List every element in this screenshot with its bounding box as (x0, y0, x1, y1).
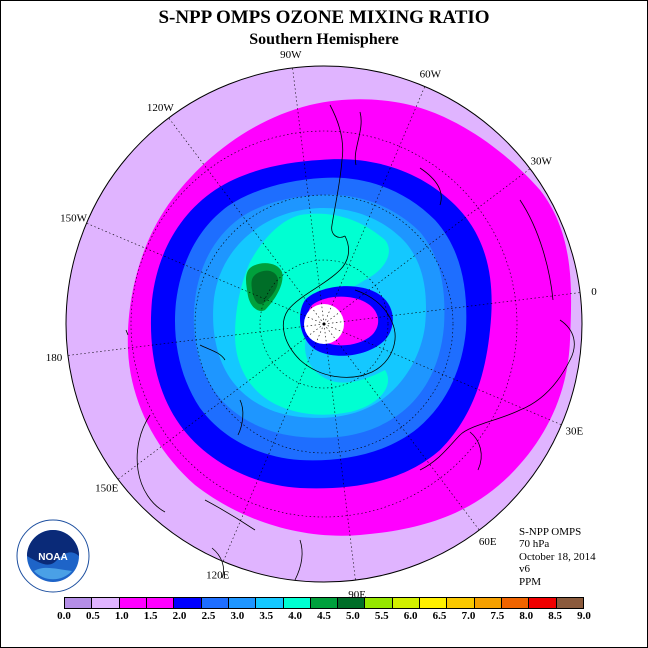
meridian-line (323, 323, 356, 581)
colorbar-tick: 8.0 (519, 610, 534, 622)
longitude-label: 180 (46, 352, 63, 364)
noaa-logo-text: NOAA (38, 552, 67, 563)
info-units: PPM (519, 575, 542, 588)
colorbar-swatch (502, 598, 530, 608)
colorbar-tick: 1.5 (143, 610, 158, 622)
info-date: October 18, 2014 (519, 550, 596, 563)
colorbar-swatch (174, 598, 202, 608)
colorbar-tick: 2.0 (172, 610, 187, 622)
graticule (67, 67, 581, 581)
colorbar-tick: 9.0 (577, 610, 591, 622)
map-subtitle: Southern Hemisphere (249, 31, 399, 48)
colorbar-tick: 6.0 (403, 610, 418, 622)
longitude-label: 30E (566, 425, 584, 437)
longitude-label: 60W (420, 69, 442, 81)
longitude-label: 30W (531, 155, 553, 167)
longitude-label: 150E (95, 483, 119, 495)
colorbar-swatch (92, 598, 120, 608)
info-instrument: S-NPP OMPS (519, 526, 582, 538)
meridian-line (117, 323, 325, 480)
colorbar-tick: 3.0 (230, 610, 245, 622)
product-info: S-NPP OMPS 70 hPa October 18, 2014 v6 PP… (519, 526, 596, 588)
colorbar-swatch (447, 598, 475, 608)
meridian-line (168, 117, 325, 325)
colorbar-swatch (146, 598, 175, 608)
info-version: v6 (519, 563, 530, 576)
colorbar-tick-labels: 0.0 0.5 1.0 1.5 2.0 2.5 3.0 3.5 4.0 4.5 5.0 5.5 6.0 6… (46, 610, 602, 624)
meridian-line (323, 168, 531, 325)
longitude-label: 150W (60, 213, 88, 225)
colorbar-tick: 8.5 (548, 610, 562, 622)
colorbar-tick: 4.0 (288, 610, 302, 622)
colorbar-swatch (474, 598, 502, 608)
longitude-label: 120W (147, 102, 175, 114)
colorbar-tick: 3.5 (259, 610, 274, 622)
colorbar-tick: 5.5 (374, 610, 389, 622)
colorbar-swatch (201, 598, 229, 608)
coastlines (125, 104, 575, 581)
colorbar-tick: 6.5 (432, 610, 447, 622)
info-pressure-level: 70 hPa (519, 538, 550, 551)
meridian-line (86, 222, 325, 325)
longitude-label: 120E (206, 569, 230, 581)
colorbar-swatch (365, 598, 393, 608)
colorbar-tick: 7.5 (490, 610, 505, 622)
colorbar-swatch (556, 598, 583, 608)
meridian-line (323, 323, 480, 531)
colorbar-swatch (119, 598, 147, 608)
meridian-line (323, 292, 581, 325)
colorbar-swatch (392, 598, 421, 608)
colorbar-swatch (256, 598, 284, 608)
band-4-5-to-5-0 (251, 270, 279, 305)
longitude-label: 90W (280, 49, 302, 61)
longitude-label: 0 (591, 286, 597, 298)
colorbar-tick: 5.0 (346, 610, 360, 622)
colorbar-swatch (65, 598, 93, 608)
meridian-line (323, 86, 426, 325)
colorbar-tick: 1.0 (114, 610, 129, 622)
colorbar-swatch (529, 598, 557, 608)
colorbar-swatch (228, 598, 257, 608)
longitude-label: 60E (479, 536, 497, 548)
colorbar (64, 597, 584, 609)
noaa-logo: NOAA (16, 519, 90, 593)
colorbar-swatch (338, 598, 366, 608)
meridian-line (292, 67, 325, 325)
colorbar-swatch (283, 598, 311, 608)
meridian-line (323, 323, 562, 426)
colorbar-swatch (420, 598, 448, 608)
map-boundary-circle (65, 65, 583, 583)
meridian-line (67, 323, 325, 356)
colorbar-tick: 7.0 (461, 610, 476, 622)
colorbar-tick: 0.0 (57, 610, 71, 622)
south-pole-marker (322, 322, 326, 326)
colorbar-tick: 0.5 (86, 610, 100, 622)
colorbar-tick: 2.5 (201, 610, 216, 622)
colorbar-tick: 4.5 (317, 610, 331, 622)
colorbar-swatch (310, 598, 339, 608)
map-title: S-NPP OMPS OZONE MIXING RATIO (158, 7, 490, 28)
meridian-line (222, 323, 325, 562)
